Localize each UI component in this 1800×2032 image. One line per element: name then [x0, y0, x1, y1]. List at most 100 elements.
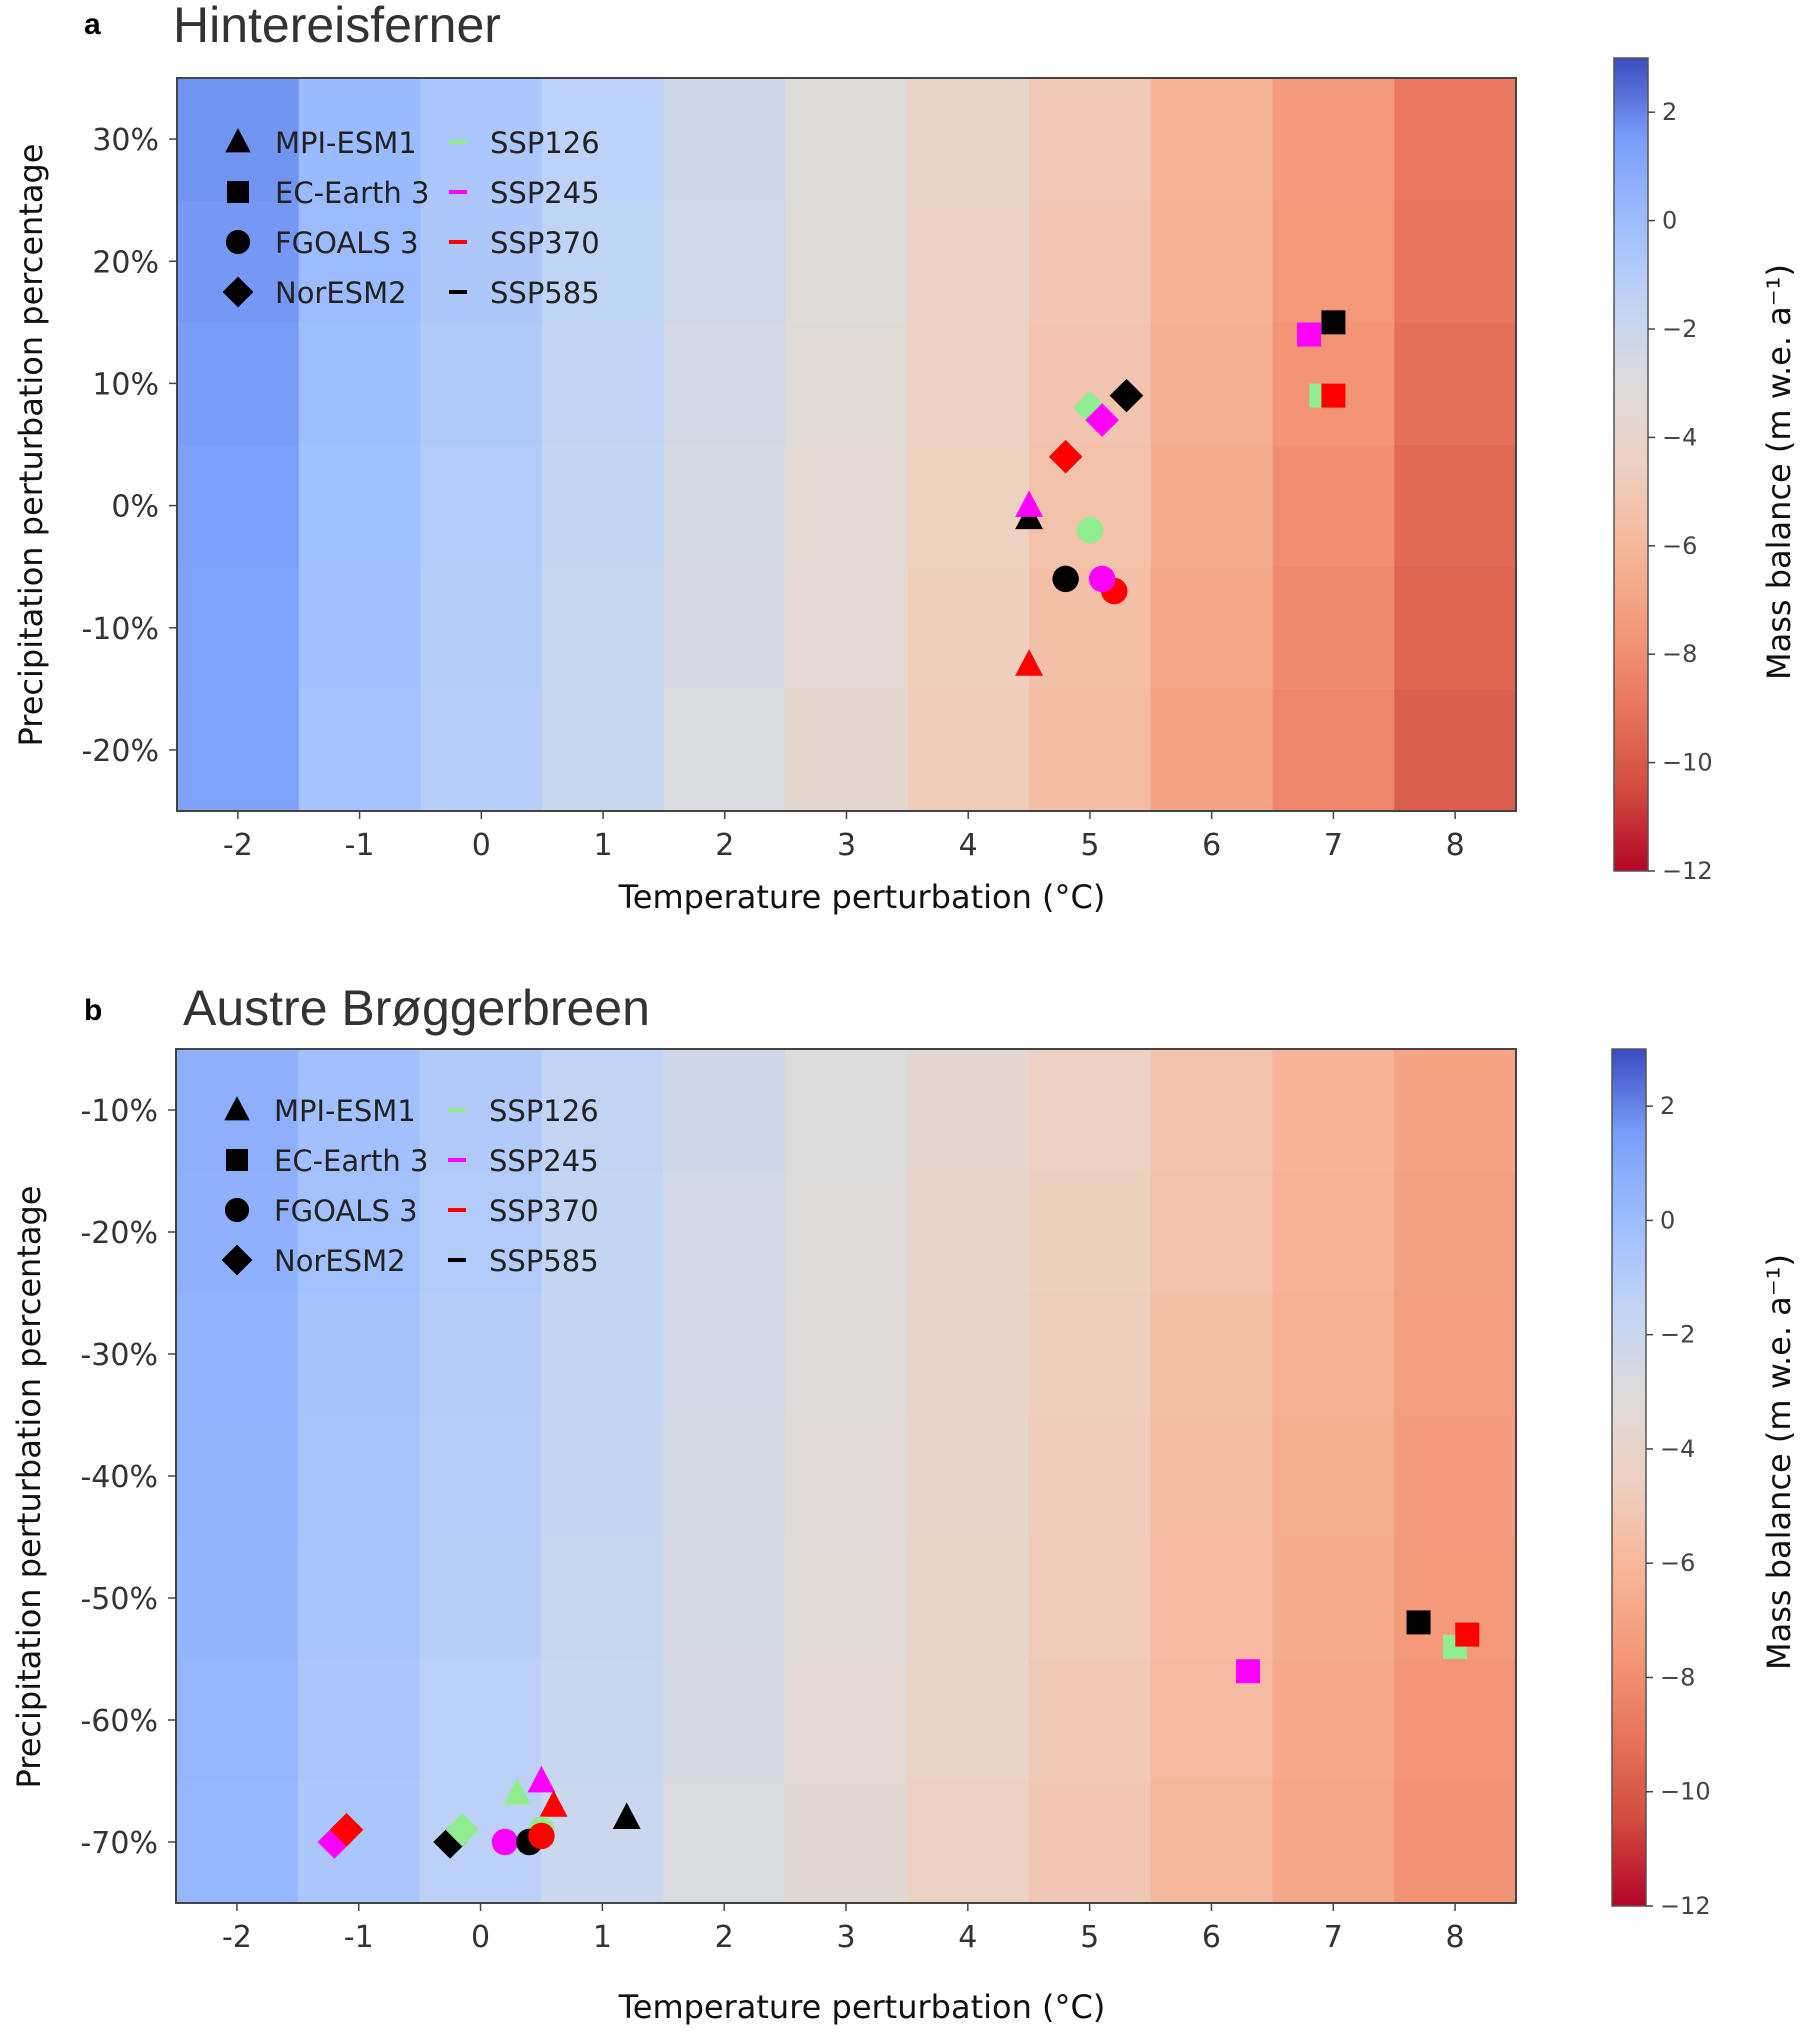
heatmap-cell [1150, 322, 1274, 445]
y-tick-label: -50% [80, 1582, 158, 1617]
heatmap-cell [1272, 688, 1395, 812]
heatmap-cell [176, 1659, 299, 1782]
panel-b: b Austre Brøggerbreen -2 -1 0 1 2 3 4 5 6 7 8 -70%… [10, 980, 1798, 2026]
heatmap-cell [1150, 1537, 1273, 1660]
heatmap-cell [1272, 1171, 1395, 1294]
heatmap-cell [1028, 1659, 1152, 1782]
heatmap-cell [1028, 1049, 1152, 1172]
y-axis: -20% -10% 0% 10% 20% 30% [81, 123, 177, 769]
data-point-fgoals-3-ssp585 [1052, 565, 1079, 593]
legend-label: NorESM2 [274, 1244, 406, 1278]
x-tick-label: 1 [593, 828, 612, 863]
heatmap-cells [177, 78, 1517, 812]
heatmap-cell [906, 1781, 1030, 1904]
heatmap-cell [298, 78, 421, 201]
heatmap-cell [1394, 1781, 1517, 1904]
heatmap-cell [663, 322, 787, 445]
heatmap-cell [1150, 1415, 1273, 1538]
legend-marker-triangle [224, 1096, 250, 1121]
legend-marker-square [227, 181, 249, 203]
heatmap-cell [907, 444, 1030, 568]
data-point-mpi-esm1-ssp585 [612, 1802, 641, 1829]
heatmap-cell [1028, 1537, 1152, 1660]
colorbar-tick-label: 0 [1660, 1206, 1675, 1234]
heatmap-cell [785, 322, 908, 445]
y-tick-label: -70% [80, 1826, 158, 1861]
x-tick-label: 1 [593, 1920, 612, 1955]
legend-label: EC-Earth 3 [275, 176, 429, 210]
colorbar-tick-label: −12 [1660, 1892, 1711, 1920]
heatmap-cell [541, 1781, 664, 1904]
heatmap-cell [1394, 322, 1517, 445]
legend-label: SSP126 [489, 1094, 599, 1128]
heatmap-cell [1029, 688, 1152, 812]
heatmap-cell [663, 444, 787, 568]
legend-label: EC-Earth 3 [274, 1144, 428, 1178]
heatmap-cell [177, 688, 300, 812]
legend-label: SSP370 [489, 1194, 599, 1228]
heatmap-cell [1394, 566, 1517, 690]
heatmap-cell [1394, 78, 1517, 201]
heatmap-cell [1272, 200, 1395, 323]
heatmap-cell [177, 322, 300, 445]
heatmap-cell [1028, 1781, 1152, 1904]
y-tick-label: -10% [80, 1094, 158, 1129]
heatmap-cell [1150, 444, 1274, 568]
heatmap-cell [906, 1537, 1030, 1660]
colorbar-tick-label: −2 [1660, 1321, 1695, 1349]
heatmap-cell [298, 566, 421, 690]
x-tick-label: 6 [1202, 828, 1221, 863]
colorbar-tick-label: −2 [1662, 315, 1697, 343]
x-tick-label: 6 [1202, 1920, 1221, 1955]
heatmap-cell [907, 200, 1030, 323]
heatmap-cell [906, 1415, 1030, 1538]
legend-marker-square [226, 1149, 248, 1171]
heatmap-cell [298, 688, 421, 812]
heatmap-cell [541, 1171, 664, 1294]
heatmap-cell [785, 566, 908, 690]
heatmap-cell [1029, 200, 1152, 323]
x-axis-label: Temperature perturbation (°C) [618, 1988, 1106, 2026]
heatmap-cell [298, 200, 421, 323]
x-tick-label: 3 [836, 1920, 855, 1955]
heatmap-cell [906, 1171, 1030, 1294]
y-tick-label: 10% [92, 367, 159, 402]
heatmap-cell [176, 1415, 299, 1538]
colorbar-tick-label: 2 [1660, 1092, 1675, 1120]
colorbar-tick-label: −12 [1662, 857, 1713, 885]
panel-letter: b [84, 994, 102, 1027]
data-point-mpi-esm1-ssp370 [1015, 649, 1044, 676]
panel-a: a Hintereisferner -2 -1 0 1 2 3 4 5 6 7 8 -20% -10%… [12, 0, 1798, 916]
heatmap-cell [663, 1659, 786, 1782]
legend-label: FGOALS 3 [275, 226, 419, 260]
heatmap-cell [785, 78, 908, 201]
heatmap-cell [785, 1049, 908, 1172]
x-axis: -2 -1 0 1 2 3 4 5 6 7 8 [222, 1903, 1465, 1955]
heatmap-cell [663, 1781, 786, 1904]
heatmap-cell [906, 1049, 1030, 1172]
heatmap-cell [1272, 1415, 1395, 1538]
heatmap-cell [541, 1659, 664, 1782]
x-tick-label: 8 [1446, 1920, 1465, 1955]
x-tick-label: 7 [1324, 1920, 1343, 1955]
x-tick-label: 8 [1446, 828, 1465, 863]
colorbar: 2 0 −2 −4 −6 −8 −10 −12 [1611, 1048, 1711, 1920]
x-tick-label: -1 [344, 1920, 374, 1955]
heatmap-cell [1150, 200, 1274, 323]
data-point-fgoals-3-ssp370 [528, 1822, 555, 1850]
y-axis-label: Precipitation perturbation percentage [12, 144, 50, 747]
data-point-ec-earth-3-ssp585 [1321, 310, 1346, 335]
data-point-noresm2-ssp370 [329, 1813, 364, 1847]
colorbar-tick-label: −10 [1660, 1778, 1711, 1806]
heatmap-cell [176, 1293, 299, 1416]
x-tick-label: 4 [959, 828, 978, 863]
heatmap-cell [542, 78, 665, 201]
x-tick-label: 4 [958, 1920, 977, 1955]
colorbar-tick-label: −4 [1662, 423, 1697, 451]
data-point-ec-earth-3-ssp585 [1406, 1610, 1431, 1635]
heatmap-cell [785, 1415, 908, 1538]
heatmap-cell [1394, 1415, 1517, 1538]
x-tick-label: -2 [222, 1920, 252, 1955]
heatmap-cell [542, 200, 665, 323]
heatmap-cell [663, 1537, 786, 1660]
